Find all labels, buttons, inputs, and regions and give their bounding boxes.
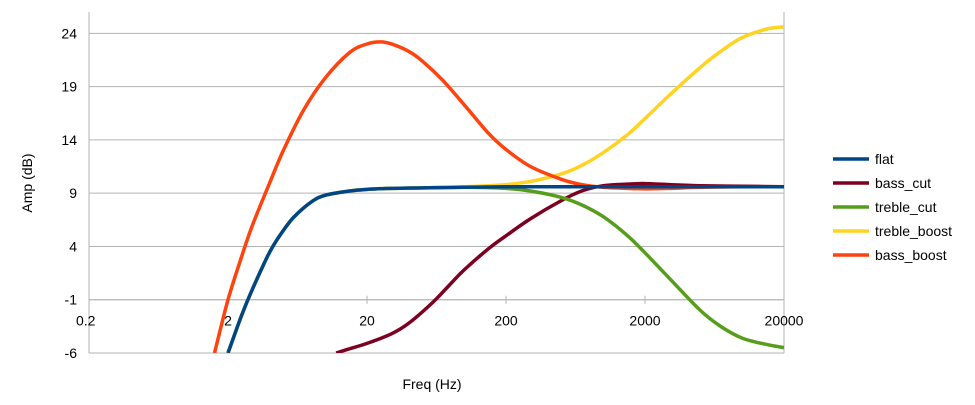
legend: flat bass_cut treble_cut treble_boost bass_b… bbox=[833, 151, 952, 263]
y-tick-label: 19 bbox=[61, 79, 77, 95]
y-tick-label: 4 bbox=[69, 238, 77, 254]
x-tick-label: 20000 bbox=[765, 313, 804, 329]
y-tick-label: -1 bbox=[65, 292, 78, 308]
gridlines bbox=[89, 32, 784, 354]
y-tick-label: 14 bbox=[61, 132, 77, 148]
series-line-bass-cut bbox=[335, 181, 784, 353]
y-tick-labels: 24 19 14 9 4 -1 -6 bbox=[61, 25, 77, 361]
axes bbox=[88, 12, 785, 353]
x-tick-label: 200 bbox=[494, 313, 518, 329]
y-tick-label: -6 bbox=[65, 345, 78, 361]
legend-label-treble-cut: treble_cut bbox=[875, 199, 937, 215]
y-tick-label: 24 bbox=[61, 25, 77, 41]
x-tick-label: 20 bbox=[359, 313, 375, 329]
series-lines bbox=[212, 25, 784, 353]
x-axis-title: Freq (Hz) bbox=[402, 376, 461, 392]
legend-label-bass-cut: bass_cut bbox=[875, 175, 931, 191]
y-axis-title: Amp (dB) bbox=[19, 153, 35, 212]
x-tick-label: 2000 bbox=[629, 313, 660, 329]
legend-label-treble-boost: treble_boost bbox=[875, 223, 952, 239]
y-tick-label: 9 bbox=[69, 185, 77, 201]
series-line-bass-boost bbox=[212, 40, 784, 353]
legend-label-bass-boost: bass_boost bbox=[875, 247, 947, 263]
legend-label-flat: flat bbox=[875, 151, 894, 167]
x-tick-label: 0.2 bbox=[76, 313, 96, 329]
x-tick-labels: 0.2 2 20 200 2000 20000 bbox=[76, 313, 804, 329]
series-line-flat bbox=[226, 184, 784, 353]
x-tick-label: 2 bbox=[224, 313, 232, 329]
